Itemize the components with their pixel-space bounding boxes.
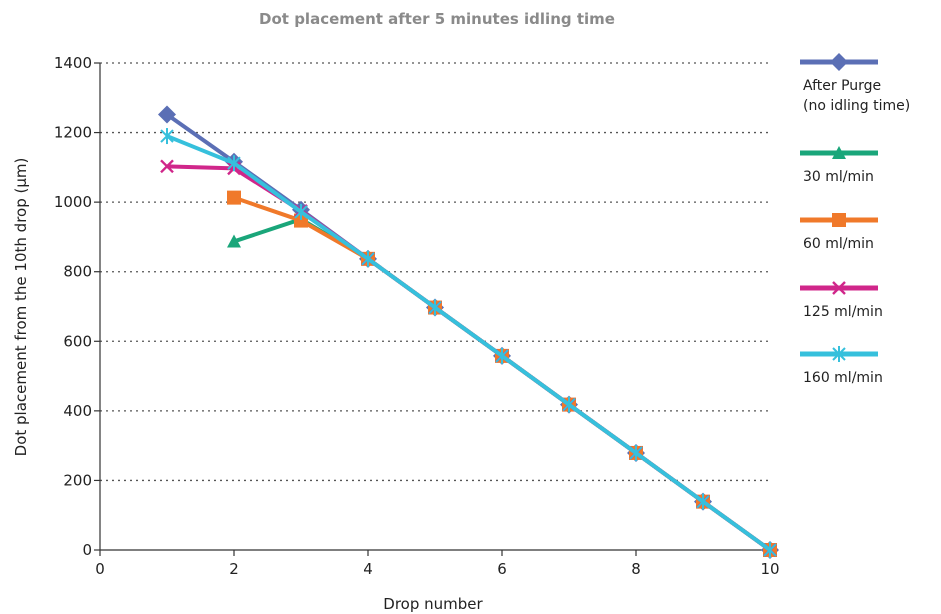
series-3-point-0 xyxy=(160,159,174,174)
series-4-point-7 xyxy=(629,444,643,461)
x-tick-label-10: 10 xyxy=(760,560,779,578)
series-2-point-0 xyxy=(227,190,241,205)
series-line-3 xyxy=(166,164,772,552)
legend-marker-4 xyxy=(832,346,846,362)
plot-area xyxy=(158,105,779,559)
legend-marker-3 xyxy=(832,281,846,295)
legend-marker-1 xyxy=(832,146,846,159)
legend-label-0-line2: (no idling time) xyxy=(803,98,910,114)
legend-label-4: 160 ml/min xyxy=(803,370,883,386)
legend-label-0: After Purge xyxy=(803,78,881,94)
series-4-point-3 xyxy=(361,250,375,267)
series-0-point-0 xyxy=(158,105,176,124)
series-4-point-6 xyxy=(562,396,576,413)
legend-label-3: 125 ml/min xyxy=(803,304,883,320)
legend-label-2: 60 ml/min xyxy=(803,236,874,252)
legend-marker-0 xyxy=(830,53,848,71)
legend-marker-3-stroke-b xyxy=(832,281,846,295)
y-tick-label-200: 200 xyxy=(63,471,92,489)
legend-item-4: 160 ml/min xyxy=(800,346,883,386)
series-4-point-2 xyxy=(294,203,308,220)
series-line-2 xyxy=(233,195,772,552)
legend-marker-2 xyxy=(832,213,846,227)
series-4-point-5 xyxy=(495,347,509,364)
y-axis-ticks: 0 200 400 600 800 1000 1200 1400 xyxy=(54,54,100,559)
y-axis-label: Dot placement from the 10th drop (µm) xyxy=(12,158,30,457)
legend-label-1: 30 ml/min xyxy=(803,169,874,185)
series-4-point-0 xyxy=(160,128,174,145)
y-tick-label-0: 0 xyxy=(82,541,92,559)
x-axis-label: Drop number xyxy=(383,595,483,613)
x-tick-label-2: 2 xyxy=(229,560,239,578)
chart-title: Dot placement after 5 minutes idling tim… xyxy=(259,10,615,28)
series-3-point-0-stroke-b xyxy=(160,159,174,174)
series-4-point-1 xyxy=(227,155,241,172)
y-tick-label-400: 400 xyxy=(63,402,92,420)
legend: After Purge (no idling time) 30 ml/min 60 m… xyxy=(800,53,910,386)
legend-item-3: 125 ml/min xyxy=(800,281,883,320)
y-tick-label-1400: 1400 xyxy=(54,54,92,72)
series-1 xyxy=(227,212,777,556)
series-4-point-4 xyxy=(428,299,442,316)
series-4-point-9 xyxy=(763,542,777,558)
legend-item-1: 30 ml/min xyxy=(800,146,878,185)
axes xyxy=(99,63,770,551)
y-tick-label-1000: 1000 xyxy=(54,193,92,211)
x-tick-label-6: 6 xyxy=(497,560,507,578)
y-tick-label-1200: 1200 xyxy=(54,124,92,142)
x-tick-label-0: 0 xyxy=(95,560,105,578)
series-line-4 xyxy=(166,134,772,552)
series-2-point-1 xyxy=(294,213,308,228)
series-4 xyxy=(160,128,777,558)
gridlines xyxy=(100,62,770,482)
y-tick-label-600: 600 xyxy=(63,332,92,350)
x-axis-ticks: 0 2 4 6 8 10 xyxy=(95,550,780,578)
legend-item-2: 60 ml/min xyxy=(800,213,878,252)
y-tick-label-800: 800 xyxy=(63,263,92,281)
series-line-1 xyxy=(233,217,772,552)
x-tick-label-4: 4 xyxy=(363,560,373,578)
series-1-point-0 xyxy=(227,234,241,248)
x-tick-label-8: 8 xyxy=(631,560,641,578)
series-4-point-8 xyxy=(696,493,710,510)
legend-item-0: After Purge (no idling time) xyxy=(800,53,910,114)
series-3 xyxy=(160,159,777,557)
